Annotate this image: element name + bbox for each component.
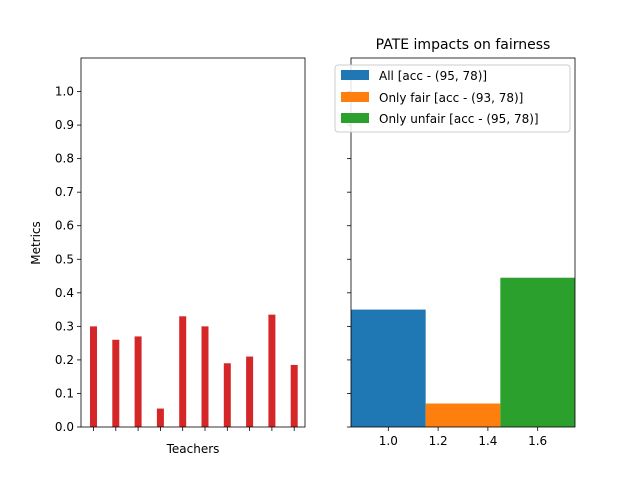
left-y-tick-label: 0.2 [55, 353, 74, 367]
left-y-axis-label: Metrics [29, 221, 43, 265]
left-bars [90, 314, 298, 427]
left-y-tick-label: 0.9 [55, 118, 74, 132]
right-chart: PATE impacts on fairness 1.0 1.2 1.4 1.6 Al… [334, 37, 576, 448]
right-plot-frame [350, 57, 576, 428]
right-bar-only-unfair [500, 277, 575, 427]
legend-label-only-fair: Only fair [acc - (93, 78)] [379, 91, 523, 105]
legend-swatch-only-unfair [341, 113, 369, 123]
left-chart: 0.0 0.1 0.2 0.3 0.4 0.5 0.6 0.7 0.8 0.9 1.0 Teache… [29, 57, 306, 456]
left-bar-4 [156, 408, 164, 427]
right-x-tick-label: 1.2 [429, 434, 448, 448]
left-y-tick-label: 0.6 [55, 219, 74, 233]
left-y-ticks: 0.0 0.1 0.2 0.3 0.4 0.5 0.6 0.7 0.8 0.9 1.0 [55, 85, 81, 434]
legend-entry-all: All [acc - (95, 78)] [341, 69, 487, 83]
legend-entry-only-fair: Only fair [acc - (93, 78)] [341, 91, 523, 105]
left-y-tick-label: 0.4 [55, 286, 74, 300]
legend-entry-only-unfair: Only unfair [acc - (95, 78)] [341, 112, 539, 126]
left-y-tick-label: 0.7 [55, 185, 74, 199]
left-x-axis-label: Teachers [166, 442, 220, 456]
left-bar-8 [246, 356, 254, 427]
legend-swatch-only-fair [341, 92, 369, 102]
legend-box [334, 64, 571, 133]
left-bar-9 [268, 314, 276, 427]
left-y-tick-label: 1.0 [55, 85, 74, 99]
right-x-ticks: 1.0 1.2 1.4 1.6 [379, 427, 547, 448]
left-y-tick-label: 0.1 [55, 386, 74, 400]
left-y-tick-label: 0.8 [55, 152, 74, 166]
left-bar-10 [290, 364, 298, 427]
left-x-ticks [93, 427, 295, 431]
right-x-tick-label: 1.0 [379, 434, 398, 448]
right-bar-all [351, 309, 426, 427]
left-bar-2 [112, 339, 120, 427]
right-bar-only-fair [425, 403, 501, 427]
right-chart-title: PATE impacts on fairness [376, 37, 551, 53]
legend-label-all: All [acc - (95, 78)] [379, 69, 487, 83]
right-bars [351, 277, 575, 427]
left-bar-1 [90, 326, 97, 427]
left-y-tick-label: 0.5 [55, 252, 74, 266]
left-bar-3 [134, 336, 142, 427]
left-bar-6 [201, 326, 209, 427]
left-bar-7 [223, 363, 231, 427]
right-x-tick-label: 1.6 [528, 434, 547, 448]
left-plot-frame [80, 57, 306, 428]
right-y-ticks [347, 91, 351, 428]
legend-swatch-all [341, 70, 369, 80]
left-y-tick-label: 0.3 [55, 319, 74, 333]
legend-label-only-unfair: Only unfair [acc - (95, 78)] [379, 112, 539, 126]
right-x-tick-label: 1.4 [478, 434, 497, 448]
left-bar-5 [179, 316, 187, 427]
legend: All [acc - (95, 78)] Only fair [acc - (9… [334, 64, 571, 133]
left-y-tick-label: 0.0 [55, 420, 74, 434]
